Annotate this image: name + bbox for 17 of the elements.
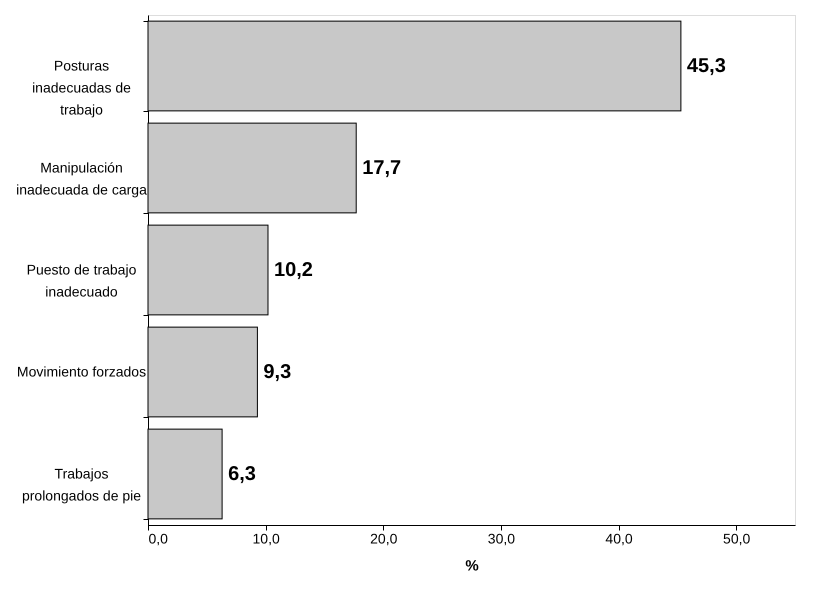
y-tick-label: Movimiento forzados <box>16 364 146 380</box>
data-label: 6,3 <box>228 463 256 485</box>
x-tick-label: 0,0 <box>148 530 168 546</box>
x-tick-label: 30,0 <box>488 530 516 546</box>
x-axis-title: % <box>465 558 479 574</box>
data-label: 10,2 <box>274 259 313 281</box>
data-label: 9,3 <box>263 361 292 383</box>
y-tick-label: Posturas inadecuadas de trabajo <box>32 58 132 118</box>
x-tick-label: 10,0 <box>252 530 280 546</box>
y-tick-label: Puesto de trabajo inadecuado <box>26 262 137 300</box>
x-tick-label: 40,0 <box>605 530 633 546</box>
x-tick-label: 20,0 <box>370 530 398 546</box>
y-tick-label: Trabajos prolongados de pie <box>22 466 142 504</box>
data-label: 45,3 <box>686 55 726 77</box>
x-tick-label: 50,0 <box>723 530 751 546</box>
y-tick-label: Manipulación inadecuada de carga <box>16 160 148 198</box>
data-label: 17,7 <box>362 157 402 179</box>
